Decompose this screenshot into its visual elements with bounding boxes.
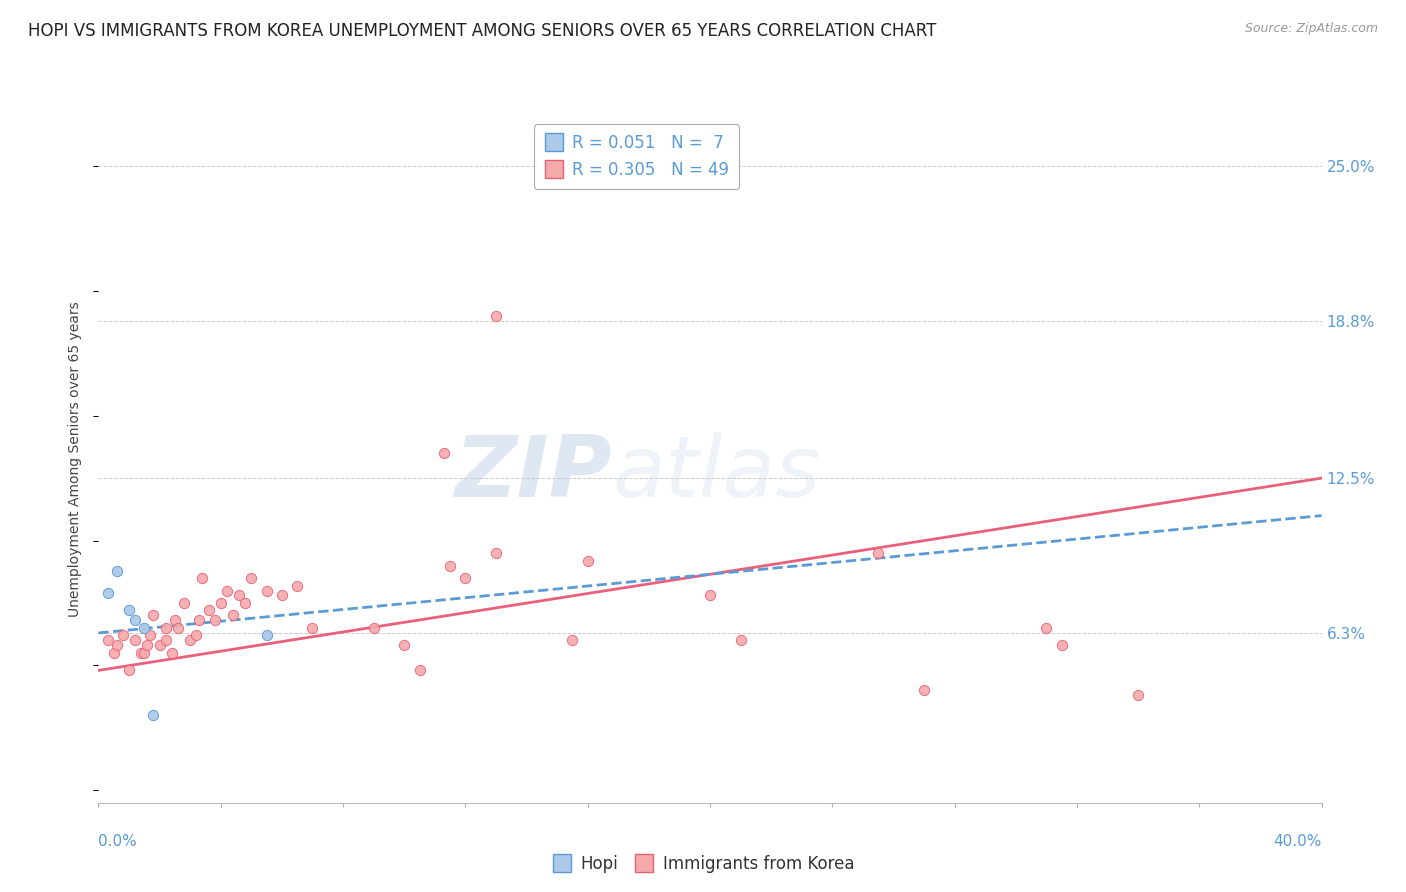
Y-axis label: Unemployment Among Seniors over 65 years: Unemployment Among Seniors over 65 years xyxy=(69,301,83,617)
Point xyxy=(228,589,250,603)
Point xyxy=(868,546,890,560)
Point xyxy=(149,639,172,653)
Legend: R = 0.051   N =  7, R = 0.305   N = 49: R = 0.051 N = 7, R = 0.305 N = 49 xyxy=(534,124,740,188)
Point xyxy=(730,633,752,648)
Point xyxy=(163,614,186,628)
Point xyxy=(233,596,256,610)
Point xyxy=(186,628,208,642)
Text: Source: ZipAtlas.com: Source: ZipAtlas.com xyxy=(1244,22,1378,36)
Point xyxy=(1035,621,1057,635)
Point xyxy=(209,596,232,610)
Point xyxy=(129,646,152,660)
Point xyxy=(256,583,278,598)
Point xyxy=(142,608,165,623)
Point xyxy=(191,571,214,585)
Point xyxy=(105,564,128,578)
Point xyxy=(912,683,935,698)
Point xyxy=(485,546,508,560)
Point xyxy=(118,603,141,617)
Point xyxy=(97,633,120,648)
Point xyxy=(139,628,162,642)
Point xyxy=(134,621,156,635)
Point xyxy=(301,621,323,635)
Text: HOPI VS IMMIGRANTS FROM KOREA UNEMPLOYMENT AMONG SENIORS OVER 65 YEARS CORRELATI: HOPI VS IMMIGRANTS FROM KOREA UNEMPLOYME… xyxy=(28,22,936,40)
Point xyxy=(561,633,583,648)
Point xyxy=(408,664,430,678)
Point xyxy=(1050,639,1073,653)
Text: ZIP: ZIP xyxy=(454,432,612,515)
Text: 40.0%: 40.0% xyxy=(1274,834,1322,849)
Point xyxy=(485,309,508,323)
Point xyxy=(118,664,141,678)
Point xyxy=(222,608,245,623)
Point xyxy=(204,614,226,628)
Point xyxy=(160,646,183,660)
Point xyxy=(124,614,146,628)
Point xyxy=(270,589,292,603)
Point xyxy=(142,708,165,723)
Point xyxy=(155,621,177,635)
Legend: Hopi, Immigrants from Korea: Hopi, Immigrants from Korea xyxy=(546,848,860,880)
Point xyxy=(134,646,156,660)
Point xyxy=(173,596,195,610)
Point xyxy=(363,621,385,635)
Text: atlas: atlas xyxy=(612,432,820,515)
Point xyxy=(111,628,134,642)
Point xyxy=(155,633,177,648)
Text: 0.0%: 0.0% xyxy=(98,834,138,849)
Point xyxy=(1128,689,1150,703)
Point xyxy=(454,571,477,585)
Point xyxy=(256,628,278,642)
Point xyxy=(285,578,308,592)
Point xyxy=(699,589,721,603)
Point xyxy=(240,571,263,585)
Point xyxy=(97,586,120,600)
Point xyxy=(197,603,219,617)
Point xyxy=(433,446,456,460)
Point xyxy=(439,558,461,573)
Point xyxy=(124,633,146,648)
Point xyxy=(576,553,599,567)
Point xyxy=(136,639,159,653)
Point xyxy=(392,639,416,653)
Point xyxy=(103,646,125,660)
Point xyxy=(215,583,238,598)
Point xyxy=(179,633,201,648)
Point xyxy=(188,614,211,628)
Point xyxy=(105,639,128,653)
Point xyxy=(167,621,190,635)
